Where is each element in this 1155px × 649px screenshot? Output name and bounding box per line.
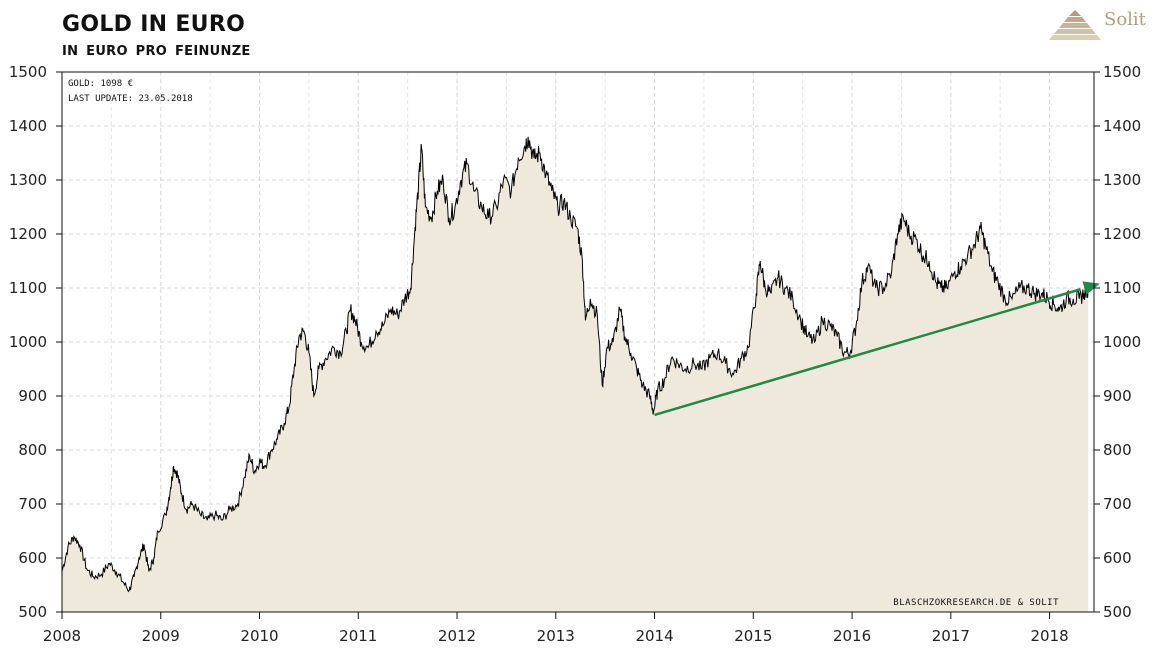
y-tick-label-right: 500 bbox=[1103, 603, 1132, 621]
y-tick-label-right: 1200 bbox=[1103, 225, 1141, 243]
x-tick-label: 2011 bbox=[339, 627, 377, 645]
brand-logo-text: Solit bbox=[1104, 9, 1146, 30]
y-tick-label-left: 800 bbox=[18, 441, 47, 459]
x-tick-label: 2013 bbox=[537, 627, 575, 645]
y-tick-label-left: 1400 bbox=[9, 117, 47, 135]
y-tick-label-left: 1500 bbox=[9, 63, 47, 81]
x-tick-label: 2014 bbox=[635, 627, 673, 645]
x-axis: 2008 2009 2010 2011 2012 2013 2014 2015 2016 2017… bbox=[43, 612, 1069, 645]
y-tick-label-right: 1000 bbox=[1103, 333, 1141, 351]
x-tick-label: 2010 bbox=[240, 627, 278, 645]
y-tick-label-left: 1100 bbox=[9, 279, 47, 297]
y-tick-label-left: 600 bbox=[18, 549, 47, 567]
trend-arrow-icon bbox=[1082, 281, 1100, 295]
y-tick-label-right: 900 bbox=[1103, 387, 1132, 405]
y-tick-label-left: 1000 bbox=[9, 333, 47, 351]
x-tick-label: 2012 bbox=[438, 627, 476, 645]
y-tick-label-left: 900 bbox=[18, 387, 47, 405]
solit-logo-icon bbox=[1049, 10, 1101, 40]
x-tick-label: 2009 bbox=[142, 627, 180, 645]
x-tick-label: 2018 bbox=[1030, 627, 1068, 645]
y-tick-label-right: 800 bbox=[1103, 441, 1132, 459]
info-last-update: LAST UPDATE: 23.05.2018 bbox=[68, 94, 193, 104]
y-tick-label-right: 700 bbox=[1103, 495, 1132, 513]
chart-subtitle: IN EURO PRO FEINUNZE bbox=[62, 44, 251, 59]
x-tick-label: 2016 bbox=[833, 627, 871, 645]
source-credit: BLASCHZOKRESEARCH.DE & SOLIT bbox=[893, 598, 1059, 608]
y-tick-label-left: 500 bbox=[18, 603, 47, 621]
y-axis-left: 500 600 700 800 900 1000 1100 1200 1300 1400 1500 bbox=[9, 63, 62, 621]
y-tick-label-left: 1200 bbox=[9, 225, 47, 243]
chart-title: GOLD IN EURO bbox=[62, 12, 246, 37]
x-tick-label: 2017 bbox=[932, 627, 970, 645]
gold-price-line bbox=[61, 136, 1089, 593]
y-tick-label-right: 1500 bbox=[1103, 63, 1141, 81]
y-axis-right: 500 600 700 800 900 1000 1100 1200 1300 1400 1500 bbox=[1094, 63, 1141, 621]
y-tick-label-right: 1100 bbox=[1103, 279, 1141, 297]
x-tick-label: 2015 bbox=[734, 627, 772, 645]
y-tick-label-right: 1400 bbox=[1103, 117, 1141, 135]
y-tick-label-left: 700 bbox=[18, 495, 47, 513]
y-tick-label-right: 600 bbox=[1103, 549, 1132, 567]
info-gold-value: GOLD: 1098 € bbox=[68, 79, 133, 89]
x-tick-label: 2008 bbox=[43, 627, 81, 645]
y-tick-label-left: 1300 bbox=[9, 171, 47, 189]
y-tick-label-right: 1300 bbox=[1103, 171, 1141, 189]
trend-line bbox=[654, 288, 1081, 417]
gold-price-area bbox=[62, 136, 1089, 613]
